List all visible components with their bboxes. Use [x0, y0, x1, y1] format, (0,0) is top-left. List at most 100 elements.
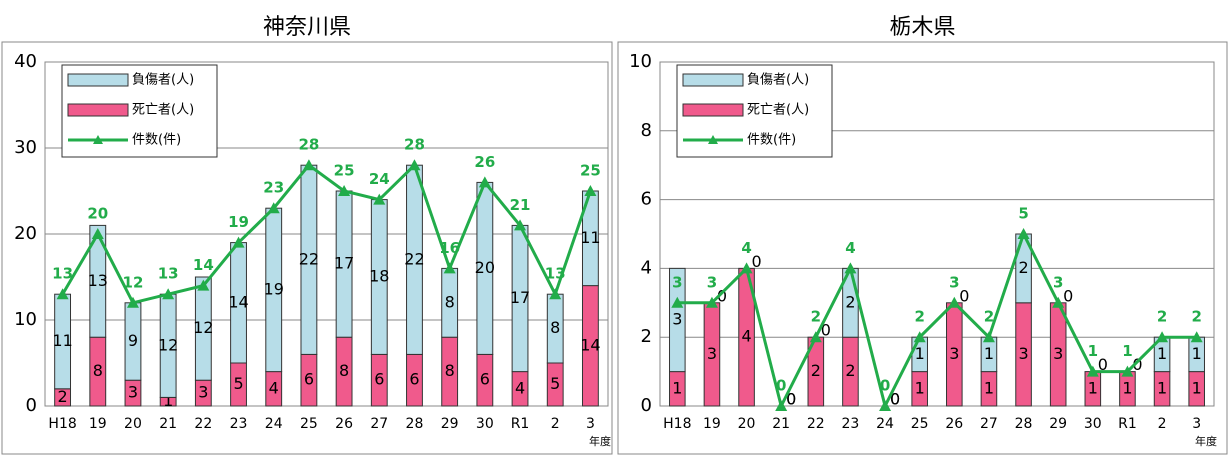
bar-value-label: 6: [374, 370, 384, 389]
bar-value-label: 14: [228, 292, 248, 311]
bar-value-label: 8: [339, 361, 349, 380]
line-marker: [705, 296, 718, 308]
chart-title: 神奈川県: [263, 15, 351, 40]
bar-value-label: 0: [751, 252, 761, 271]
line-value-label: 28: [298, 136, 319, 154]
chart-frame: [617, 41, 1228, 455]
bar-value-label: 0: [1098, 355, 1108, 374]
legend-swatch: [682, 103, 744, 117]
x-tick-label: 27: [370, 416, 388, 432]
line-marker: [302, 159, 315, 171]
bar-value-label: 0: [1132, 355, 1142, 374]
chart-frame: [1, 41, 613, 455]
bar-value-label: 3: [128, 383, 138, 402]
bar-value-label: 1: [1157, 344, 1167, 363]
x-tick-label: 2: [551, 416, 560, 432]
bar-value-label: 14: [580, 335, 600, 354]
x-axis-label: 年度: [1195, 434, 1217, 448]
bar-value-label: 18: [369, 267, 389, 286]
bar-value-label: 1: [915, 344, 925, 363]
x-axis-label: 年度: [589, 434, 611, 448]
line-marker: [478, 176, 491, 188]
line-marker: [1190, 331, 1203, 343]
bar-value-label: 1: [1192, 378, 1202, 397]
x-tick-label: 2: [1158, 416, 1167, 432]
x-tick-label: 19: [89, 416, 107, 432]
x-tick-label: 27: [980, 416, 998, 432]
line-value-label: 26: [474, 153, 495, 171]
x-tick-label: 29: [1049, 416, 1067, 432]
bar-value-label: 0: [1063, 286, 1073, 305]
line-value-label: 12: [123, 273, 144, 291]
x-tick-label: 28: [1015, 416, 1033, 432]
bar-value-label: 3: [949, 344, 959, 363]
line: [677, 230, 1197, 411]
x-tick-label: 23: [230, 416, 248, 432]
bar-value-label: 12: [158, 335, 178, 354]
legend-label: 負傷者(人): [132, 73, 194, 88]
chart-title: 栃木県: [889, 15, 955, 40]
bar-value-label: 4: [741, 327, 751, 346]
line-value-label: 1: [1088, 342, 1098, 360]
legend-label: 件数(件): [132, 133, 181, 148]
bar-value-label: 1: [915, 378, 925, 397]
bar: [669, 267, 686, 373]
x-tick-label: 28: [406, 416, 424, 432]
x-tick-label: 23: [842, 416, 860, 432]
bar-value-label: 9: [128, 331, 138, 350]
y-tick-label: 4: [641, 257, 652, 278]
bar-value-label: 0: [786, 390, 796, 409]
bar-value-label: 11: [52, 331, 72, 350]
bar-value-label: 6: [304, 370, 314, 389]
line-marker: [267, 202, 280, 214]
legend-swatch: [67, 73, 129, 87]
y-tick-label: 6: [641, 189, 652, 210]
line-value-label: 2: [1191, 308, 1201, 326]
line-marker: [1121, 365, 1134, 377]
y-tick-label: 20: [14, 223, 37, 244]
line-value-label: 19: [228, 213, 249, 231]
bar-value-label: 4: [515, 378, 525, 397]
line-value-label: 25: [580, 162, 601, 180]
bar-value-label: 3: [1018, 344, 1028, 363]
line-value-label: 1: [1122, 342, 1132, 360]
x-tick-label: 20: [738, 416, 756, 432]
line-marker: [197, 279, 210, 291]
bar-value-label: 0: [821, 321, 831, 340]
x-tick-label: 29: [441, 416, 459, 432]
bar-value-label: 6: [409, 370, 419, 389]
line-marker: [671, 296, 684, 308]
bar-value-label: 2: [58, 387, 68, 406]
x-tick-label: 20: [124, 416, 142, 432]
legend-label: 負傷者(人): [747, 73, 809, 88]
bar-value-label: 1: [1157, 378, 1167, 397]
bar-value-label: 2: [811, 361, 821, 380]
x-tick-label: 24: [876, 416, 894, 432]
legend-marker: [93, 135, 103, 144]
x-tick-label: H18: [48, 416, 76, 432]
line-marker: [1052, 296, 1065, 308]
bar-value-label: 2: [845, 361, 855, 380]
line-marker: [162, 288, 175, 300]
line-value-label: 2: [811, 308, 821, 326]
bar-value-label: 0: [890, 390, 900, 409]
x-tick-label: 22: [807, 416, 825, 432]
bar-value-label: 22: [299, 249, 319, 268]
line-value-label: 24: [369, 170, 390, 188]
line-value-label: 16: [439, 239, 460, 257]
x-tick-label: 3: [586, 416, 595, 432]
bar-value-label: 1: [984, 378, 994, 397]
bar-value-label: 3: [672, 310, 682, 329]
x-tick-label: 24: [265, 416, 283, 432]
bar-value-label: 12: [193, 318, 213, 337]
bar-value-label: 6: [480, 370, 490, 389]
line-marker: [844, 262, 857, 274]
bar-value-label: 3: [707, 344, 717, 363]
line-marker: [514, 219, 527, 231]
bar: [89, 224, 107, 338]
line-value-label: 5: [1018, 205, 1028, 223]
bar-value-label: 1: [1192, 344, 1202, 363]
line-value-label: 14: [193, 256, 214, 274]
line-marker: [775, 400, 788, 411]
